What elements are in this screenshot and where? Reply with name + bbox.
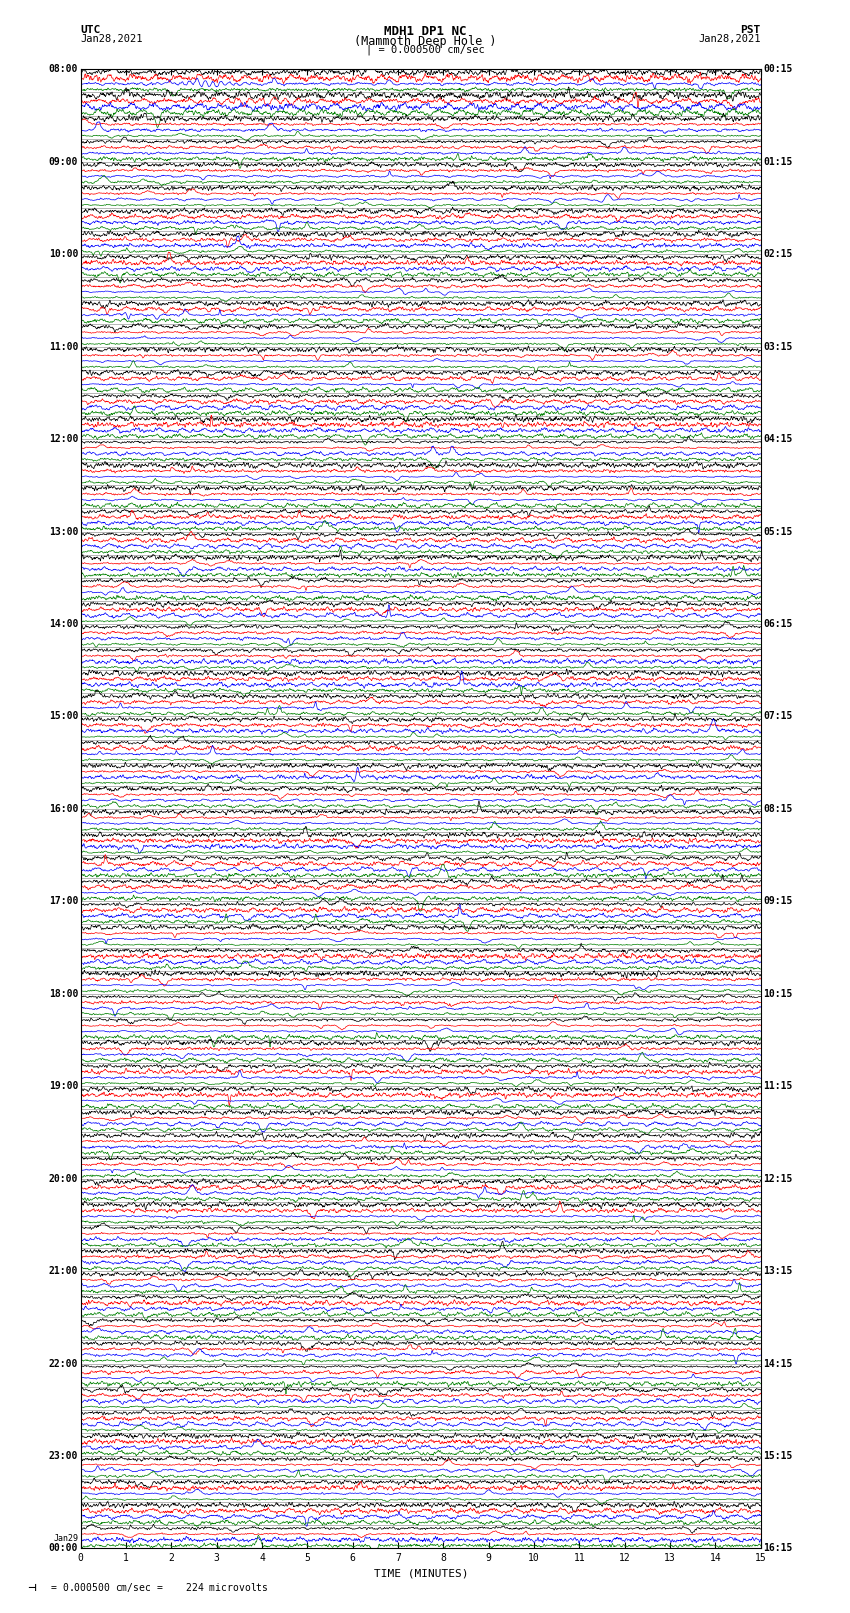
Text: MDH1 DP1 NC: MDH1 DP1 NC [383,24,467,39]
Text: 21:00: 21:00 [48,1266,78,1276]
Text: Jan28,2021: Jan28,2021 [81,34,144,44]
Text: 09:00: 09:00 [48,156,78,166]
Text: Jan28,2021: Jan28,2021 [698,34,761,44]
Text: Jan29: Jan29 [54,1534,78,1544]
Text: 01:15: 01:15 [763,156,793,166]
Text: 13:15: 13:15 [763,1266,793,1276]
Text: 09:15: 09:15 [763,897,793,907]
Text: PST: PST [740,24,761,35]
Text: 08:15: 08:15 [763,803,793,815]
Text: 16:00: 16:00 [48,803,78,815]
Text: 00:00: 00:00 [48,1544,78,1553]
X-axis label: TIME (MINUTES): TIME (MINUTES) [373,1569,468,1579]
Text: 12:15: 12:15 [763,1174,793,1184]
Text: 08:00: 08:00 [48,65,78,74]
Text: 04:15: 04:15 [763,434,793,444]
Text: 11:00: 11:00 [48,342,78,352]
Text: 00:15: 00:15 [763,65,793,74]
Text: 18:00: 18:00 [48,989,78,998]
Text: 14:00: 14:00 [48,619,78,629]
Text: $\mathbf{\dashv}$  = 0.000500 cm/sec =    224 microvolts: $\mathbf{\dashv}$ = 0.000500 cm/sec = 22… [26,1581,268,1594]
Text: 15:00: 15:00 [48,711,78,721]
Text: 11:15: 11:15 [763,1081,793,1092]
Text: 17:00: 17:00 [48,897,78,907]
Text: 16:15: 16:15 [763,1544,793,1553]
Text: UTC: UTC [81,24,101,35]
Text: (Mammoth Deep Hole ): (Mammoth Deep Hole ) [354,35,496,48]
Text: 23:00: 23:00 [48,1452,78,1461]
Text: 10:00: 10:00 [48,250,78,260]
Text: 06:15: 06:15 [763,619,793,629]
Text: 03:15: 03:15 [763,342,793,352]
Text: 22:00: 22:00 [48,1358,78,1368]
Text: 13:00: 13:00 [48,526,78,537]
Text: | = 0.000500 cm/sec: | = 0.000500 cm/sec [366,44,484,55]
Text: 20:00: 20:00 [48,1174,78,1184]
Text: 05:15: 05:15 [763,526,793,537]
Text: 19:00: 19:00 [48,1081,78,1092]
Text: 07:15: 07:15 [763,711,793,721]
Text: 12:00: 12:00 [48,434,78,444]
Text: 10:15: 10:15 [763,989,793,998]
Text: 14:15: 14:15 [763,1358,793,1368]
Text: 02:15: 02:15 [763,250,793,260]
Text: 15:15: 15:15 [763,1452,793,1461]
